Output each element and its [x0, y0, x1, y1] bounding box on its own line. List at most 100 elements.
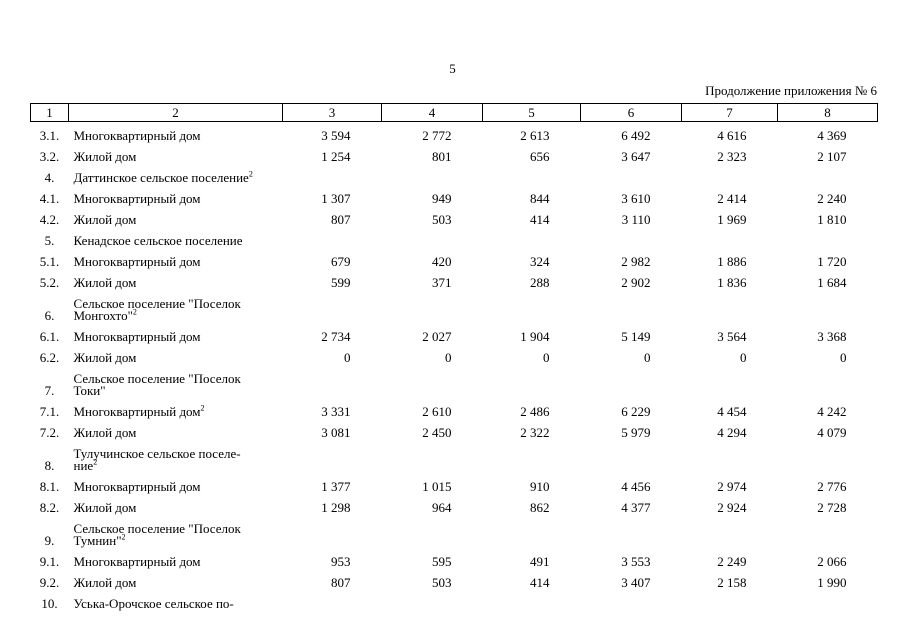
table-row: 6.1. Многоквартирный дом 2 734 2 027 1 904 5 …: [31, 327, 878, 348]
name-text: Тулучинское сельское поселе- ние: [73, 446, 241, 473]
value-cell: 0: [740, 350, 747, 365]
name-text: Жилой дом: [73, 149, 137, 164]
value-cell: 4 369: [817, 128, 847, 143]
value-cell: 3 368: [817, 329, 847, 344]
value-cell: 1 254: [321, 149, 351, 164]
value-cell: 4 456: [621, 479, 651, 494]
name-text: Многоквартирный дом: [73, 191, 201, 206]
row-name: Жилой дом: [69, 498, 283, 519]
value-cell: [682, 594, 778, 615]
page-number: 5: [449, 61, 456, 76]
value-cell: [682, 294, 778, 327]
value-cell: [778, 594, 878, 615]
name-text: Жилой дом: [73, 575, 137, 590]
value-cell: [483, 444, 581, 477]
value-cell: 949: [432, 191, 452, 206]
value-cell: 2 249: [717, 554, 747, 569]
value-cell: 6 492: [621, 128, 651, 143]
value-cell: 0: [840, 350, 847, 365]
value-cell: [382, 231, 483, 252]
table-row: 8.2. Жилой дом 1 298 964 862 4 377 2 924 2 728: [31, 498, 878, 519]
row-number: 9.1.: [39, 554, 60, 569]
value-cell: 3 647: [621, 149, 651, 164]
table-row: 7. Сельское поселение "Поселок Токи": [31, 369, 878, 402]
value-cell: 2 066: [817, 554, 847, 569]
table-row: 4. Даттинское сельское поселение2: [31, 168, 878, 189]
table-row: 5.1. Многоквартирный дом 679 420 324 2 982 1 8…: [31, 252, 878, 273]
value-cell: 807: [331, 212, 351, 227]
value-cell: 3 407: [621, 575, 651, 590]
value-cell: 2 027: [422, 329, 452, 344]
value-cell: 2 772: [422, 128, 452, 143]
header-cell: 4: [381, 103, 483, 122]
value-cell: 862: [530, 500, 550, 515]
value-cell: [483, 294, 581, 327]
value-cell: [581, 519, 682, 552]
value-cell: 2 322: [520, 425, 550, 440]
name-text: Кенадское сельское поселение: [73, 233, 243, 248]
name-text: Многоквартирный дом: [73, 554, 201, 569]
row-number: 8.1.: [39, 479, 60, 494]
name-text: Сельское поселение "Поселок Тумнин": [73, 521, 241, 548]
row-name: Жилой дом: [69, 573, 283, 594]
header-cell: 3: [282, 103, 382, 122]
value-cell: [283, 294, 382, 327]
value-cell: 2 776: [817, 479, 847, 494]
value-cell: [483, 519, 581, 552]
row-name: Многоквартирный дом2: [69, 402, 283, 423]
value-cell: 2 240: [817, 191, 847, 206]
row-number: 5.2.: [39, 275, 60, 290]
row-name: Многоквартирный дом: [69, 252, 283, 273]
continuation-note: Продолжение приложения № 6: [705, 83, 877, 98]
name-text: Жилой дом: [73, 350, 137, 365]
value-cell: 0: [644, 350, 651, 365]
table-row: 9.1. Многоквартирный дом 953 595 491 3 553 2 2…: [31, 552, 878, 573]
footnote-mark: 2: [248, 169, 253, 179]
name-text: Многоквартирный дом: [73, 404, 201, 419]
value-cell: 2 902: [621, 275, 651, 290]
value-cell: [682, 231, 778, 252]
value-cell: 910: [530, 479, 550, 494]
value-cell: [581, 168, 682, 189]
table-row: 9.2. Жилой дом 807 503 414 3 407 2 158 1 990: [31, 573, 878, 594]
header-cell: 8: [777, 103, 878, 122]
row-name: Уська-Орочское сельское по-: [69, 594, 283, 615]
row-name: Многоквартирный дом: [69, 477, 283, 498]
value-cell: [382, 369, 483, 402]
row-number: 3.1.: [39, 128, 60, 143]
value-cell: [382, 444, 483, 477]
header-cell: 7: [681, 103, 778, 122]
value-cell: [283, 519, 382, 552]
value-cell: 288: [530, 275, 550, 290]
value-cell: 2 728: [817, 500, 847, 515]
value-cell: 3 553: [621, 554, 651, 569]
value-cell: [382, 168, 483, 189]
value-cell: 1 720: [817, 254, 847, 269]
value-cell: 2 450: [422, 425, 452, 440]
value-cell: [682, 519, 778, 552]
name-text: Сельское поселение "Поселок Монгохто": [73, 296, 241, 323]
row-name: Тулучинское сельское поселе- ние2: [69, 444, 283, 477]
table-row: 5.2. Жилой дом 599 371 288 2 902 1 836 1 684: [31, 273, 878, 294]
value-cell: 1 904: [520, 329, 550, 344]
value-cell: [283, 444, 382, 477]
row-name: Сельское поселение "Поселок Токи": [69, 369, 283, 402]
value-cell: [682, 369, 778, 402]
name-text: Даттинское сельское поселение: [73, 170, 249, 185]
row-number: 7.2.: [39, 425, 60, 440]
value-cell: 656: [530, 149, 550, 164]
value-cell: 2 486: [520, 404, 550, 419]
name-text: Многоквартирный дом: [73, 479, 201, 494]
value-cell: 4 294: [717, 425, 747, 440]
value-cell: [382, 519, 483, 552]
value-cell: [483, 168, 581, 189]
row-name: Жилой дом: [69, 423, 283, 444]
value-cell: 503: [432, 575, 452, 590]
name-text: Многоквартирный дом: [73, 254, 201, 269]
name-text: Многоквартирный дом: [73, 329, 201, 344]
table-row: 6. Сельское поселение "Поселок Монгохто"2: [31, 294, 878, 327]
value-cell: 2 323: [717, 149, 747, 164]
value-cell: 801: [432, 149, 452, 164]
table-row: 7.1. Многоквартирный дом2 3 331 2 610 2 486 6…: [31, 402, 878, 423]
